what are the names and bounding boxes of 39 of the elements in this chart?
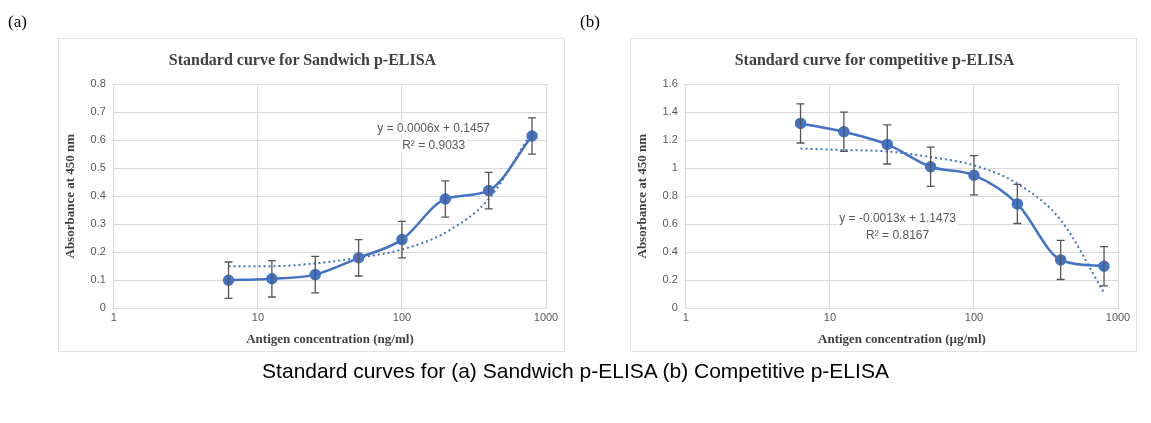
y-tick-label: 0.3: [90, 217, 106, 230]
y-tick-label: 0.6: [662, 217, 678, 230]
x-tick-label: 1000: [1105, 310, 1131, 323]
x-tick-label: 1: [682, 310, 689, 323]
x-axis-title: Antigen concentration (µg/ml): [818, 330, 986, 346]
y-tick-label: 1.4: [662, 105, 678, 118]
annotation: R² = 0.8167: [866, 227, 930, 242]
x-tick-label: 1: [110, 310, 117, 323]
chart-title: Standard curve for Sandwich p-ELISA: [168, 50, 437, 69]
y-tick-label: 0.4: [90, 189, 106, 202]
x-axis-title: Antigen concentration (ng/ml): [246, 330, 414, 346]
x-tick-label: 100: [964, 310, 984, 323]
y-axis-title: Absorbance at 450 nm: [62, 133, 78, 259]
y-tick-label: 0.1: [90, 273, 106, 286]
x-tick-label: 10: [251, 310, 265, 323]
y-tick-label: 0.6: [90, 133, 106, 146]
text: Standard curves for (a) Sandwich p-ELISA (b) Competitive p-ELISA: [261, 359, 890, 383]
y-tick-label: 0.5: [90, 161, 106, 174]
x-tick-label: 100: [392, 310, 412, 323]
text: (a): [8, 12, 27, 32]
text: (b): [580, 12, 600, 32]
y-tick-label: 0.4: [662, 245, 678, 258]
y-axis-title: Absorbance at 450 nm: [634, 133, 650, 259]
y-tick-label: 0.7: [90, 105, 106, 118]
y-tick-label: 1.2: [662, 133, 678, 146]
annotation: y = 0.0006x + 0.1457: [377, 121, 491, 136]
y-tick-label: 1.6: [662, 77, 678, 90]
y-tick-label: 0.8: [90, 77, 106, 90]
y-tick-label: 0.2: [662, 273, 678, 286]
y-tick-label: 0: [99, 301, 106, 314]
annotation: y = -0.0013x + 1.1473: [839, 210, 957, 225]
chart-title: Standard curve for competitive p-ELISA: [734, 50, 1015, 69]
x-tick-label: 10: [823, 310, 837, 323]
y-tick-label: 0.2: [90, 245, 106, 258]
y-tick-label: 1: [671, 161, 678, 174]
x-tick-label: 1000: [533, 310, 559, 323]
y-tick-label: 0: [671, 301, 678, 314]
annotation: R² = 0.9033: [402, 138, 466, 153]
y-tick-label: 0.8: [662, 189, 678, 202]
